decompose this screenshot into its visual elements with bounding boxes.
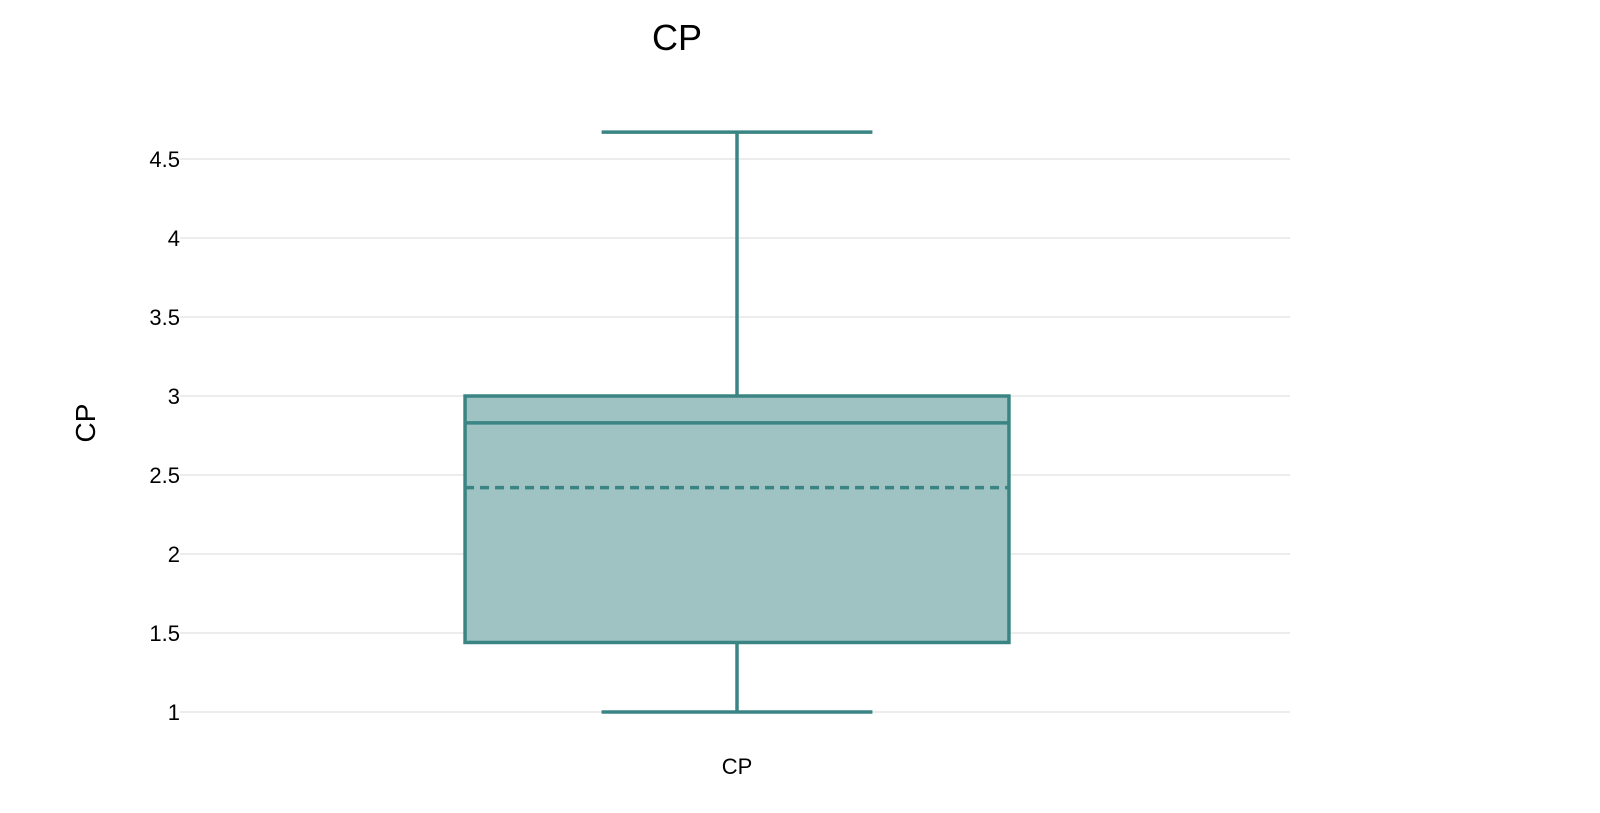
y-tick-label: 1.5 — [149, 621, 180, 646]
y-tick-label: 3 — [168, 384, 180, 409]
y-axis-ticks: 1 1.5 2 2.5 3 3.5 4 4.5 — [149, 147, 180, 725]
y-tick-label: 4.5 — [149, 147, 180, 172]
y-tick-label: 4 — [168, 226, 180, 251]
x-category-label: CP — [722, 754, 753, 779]
chart-title: CP — [652, 17, 702, 58]
y-tick-label: 2 — [168, 542, 180, 567]
interquartile-box — [463, 394, 1011, 645]
box-series — [463, 130, 1011, 714]
y-axis-label: CP — [70, 404, 101, 443]
y-tick-label: 2.5 — [149, 463, 180, 488]
y-tick-label: 3.5 — [149, 305, 180, 330]
x-axis-categories: CP — [722, 754, 753, 779]
y-tick-label: 1 — [168, 700, 180, 725]
